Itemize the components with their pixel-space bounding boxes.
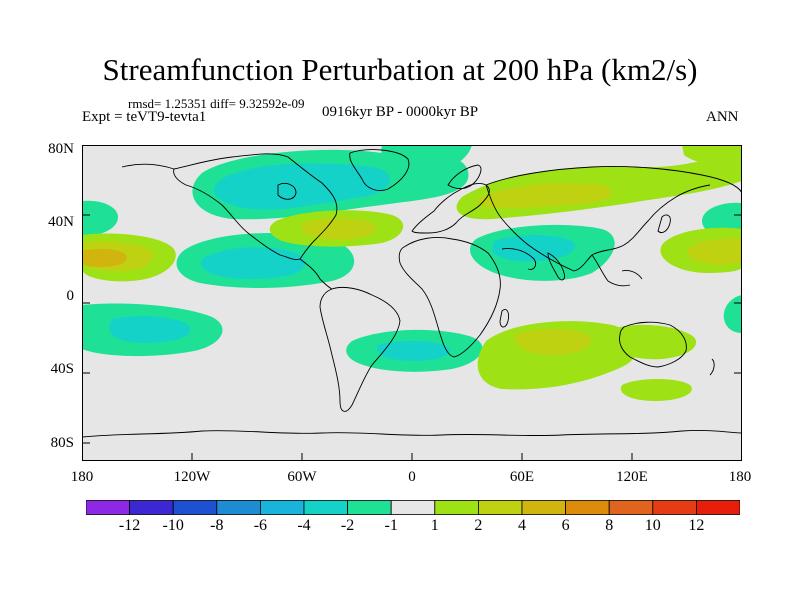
coastline-hudson-bay xyxy=(277,182,297,200)
stats-text: rmsd= 1.25351 diff= 9.32592e-09 xyxy=(128,96,305,111)
colorbar-box-1 xyxy=(129,500,174,515)
colorbar-label: -2 xyxy=(340,517,355,534)
colorbar-box-13 xyxy=(652,500,697,515)
colorbar-label: -1 xyxy=(384,517,398,534)
contour-south-indian-inner xyxy=(514,329,592,356)
colorbar-box-7 xyxy=(390,500,436,515)
contour-canada-negative-inner xyxy=(213,163,390,210)
map-ticks xyxy=(82,145,742,461)
lon-label-60e: 60E xyxy=(509,469,535,485)
map-plot xyxy=(82,145,742,461)
colorbar-label: 8 xyxy=(605,517,614,534)
colorbar-box-4 xyxy=(259,500,305,515)
lat-label-80s: 80S xyxy=(50,435,74,451)
coastline-south-america xyxy=(319,286,401,412)
coastlines xyxy=(82,149,742,438)
lon-label-120e: 120E xyxy=(616,469,648,485)
colorbar-box-5 xyxy=(303,500,348,515)
contour-australia-positive xyxy=(608,324,697,360)
coastline-north-america xyxy=(173,153,338,260)
lon-label-180e: 180 xyxy=(728,469,752,485)
coastline-australia xyxy=(619,321,687,368)
colorbar-label: -12 xyxy=(118,517,141,534)
coastline-greenland xyxy=(349,149,410,191)
coastline-scandinavia xyxy=(447,164,482,190)
colorbar-box-0 xyxy=(86,500,130,515)
colorbar-label: 6 xyxy=(561,517,570,534)
colorbar-label: 12 xyxy=(688,517,705,534)
experiment-label: Expt = teVT9-tevta1 xyxy=(82,109,207,125)
coastline-central-america xyxy=(299,258,333,290)
colorbar-label: 4 xyxy=(518,517,526,534)
colorbar-box-2 xyxy=(172,500,218,515)
contour-south-pacific-inner xyxy=(109,316,191,343)
lon-label-120w: 120W xyxy=(173,469,211,485)
colorbar-label: -10 xyxy=(162,517,184,534)
colorbar-box-12 xyxy=(608,500,654,515)
colorbar-label: -6 xyxy=(253,517,268,534)
contour-arctic-positive xyxy=(682,145,742,168)
coastline-southeast-asia xyxy=(591,254,643,287)
colorbar xyxy=(86,500,740,515)
map-title: Streamfunction Perturbation at 200 hPa (… xyxy=(102,52,698,87)
coastline-africa xyxy=(398,236,501,358)
colorbar-box-6 xyxy=(347,500,392,515)
contour-dateline-west-negative xyxy=(82,200,118,236)
coastline-europe xyxy=(411,182,490,234)
colorbar-label: 1 xyxy=(430,517,439,534)
colorbar-box-14 xyxy=(696,500,740,515)
colorbar-label: 10 xyxy=(644,517,661,534)
coastline-antarctica xyxy=(82,430,742,438)
lon-label-60w: 60W xyxy=(287,469,317,485)
season-label: ANN xyxy=(706,109,739,125)
contour-west-pacific-core xyxy=(82,248,127,267)
period-label: 0916kyr BP - 0000kyr BP xyxy=(322,104,479,120)
contour-greenland-negative xyxy=(381,145,472,175)
coastline-arabia-india xyxy=(501,248,565,281)
colorbar-box-11 xyxy=(565,500,610,515)
colorbar-box-10 xyxy=(521,500,566,515)
colorbar-box-3 xyxy=(216,500,261,515)
colorbar-box-8 xyxy=(434,500,479,515)
coastline-japan xyxy=(657,214,671,234)
lat-label-40n: 40N xyxy=(48,214,74,230)
contour-east-pacific-positive-inner xyxy=(687,238,742,265)
lat-label-0: 0 xyxy=(66,288,75,304)
lon-label-180w: 180 xyxy=(70,469,94,485)
lat-label-40s: 40S xyxy=(50,361,74,377)
contour-north-atlantic-inner xyxy=(302,218,376,240)
coastline-alaska xyxy=(121,163,175,170)
contour-southern-ocean-positive xyxy=(620,379,692,401)
lon-label-0: 0 xyxy=(408,469,416,485)
colorbar-label: -4 xyxy=(297,517,311,534)
coastline-madagascar xyxy=(499,309,509,328)
contour-fields xyxy=(82,145,742,401)
contour-east-pacific-inner xyxy=(201,247,306,280)
contour-south-atlantic-inner xyxy=(376,340,450,361)
contour-southwest-edge-negative xyxy=(723,295,742,333)
contour-eurasia-inner xyxy=(477,183,612,208)
coastline-new-zealand xyxy=(709,358,715,376)
colorbar-label: 2 xyxy=(474,517,483,534)
colorbar-label: -8 xyxy=(210,517,224,534)
lat-label-80n: 80N xyxy=(48,141,74,157)
colorbar-box-9 xyxy=(477,500,523,515)
